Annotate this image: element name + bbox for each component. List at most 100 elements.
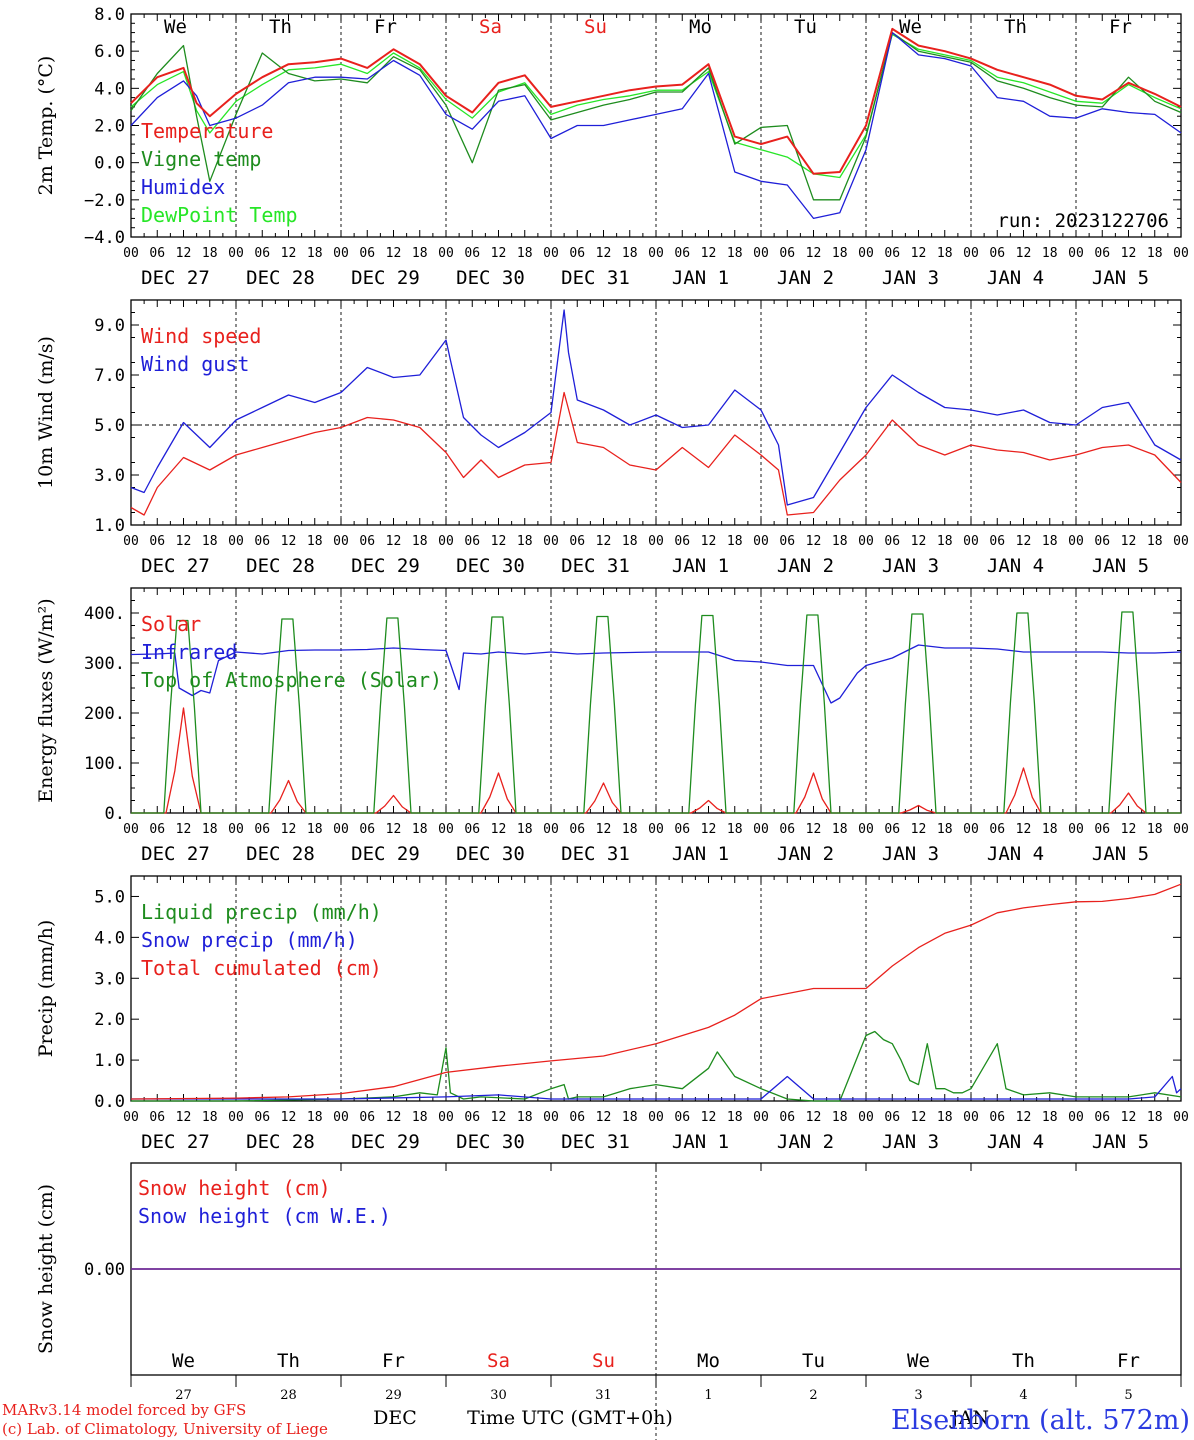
hour-tick-label: 18 <box>202 246 218 261</box>
hour-tick-label: 12 <box>176 1110 192 1125</box>
footer: MARv3.14 model forced by GFS(c) Lab. of … <box>2 1401 1190 1438</box>
weekday-label: Th <box>269 16 292 38</box>
weekday-label: Su <box>592 1350 615 1372</box>
hour-tick-label: 00 <box>648 822 664 837</box>
run-label: run: 2023122706 <box>997 210 1169 232</box>
legend-entry: Vigne temp <box>141 147 261 171</box>
weekday-label: We <box>164 16 187 38</box>
hour-tick-label: 06 <box>779 1110 795 1125</box>
y-axis-label: Energy fluxes (W/m²) <box>35 598 57 802</box>
hour-tick-label: 12 <box>701 822 717 837</box>
plot-frame <box>130 587 1182 814</box>
hour-tick-label: 18 <box>937 1110 953 1125</box>
date-label: DEC 27 <box>141 843 210 865</box>
date-label: JAN 4 <box>987 555 1044 577</box>
series-line <box>130 27 1182 175</box>
hour-tick-label: 06 <box>149 1110 165 1125</box>
hour-tick-label: 12 <box>911 534 927 549</box>
weekday-label: Fr <box>382 1350 405 1372</box>
weekday-label: Tu <box>802 1350 825 1372</box>
date-label: JAN 3 <box>882 1131 939 1153</box>
weekday-label: Mo <box>689 16 712 38</box>
hour-tick-label: 18 <box>412 246 428 261</box>
legend-entry: Infrared <box>141 640 237 664</box>
hour-tick-label: 00 <box>963 822 979 837</box>
hour-tick-label: 06 <box>674 246 690 261</box>
hour-tick-label: 06 <box>254 822 270 837</box>
date-label: JAN 5 <box>1092 843 1149 865</box>
hour-tick-label: 00 <box>228 822 244 837</box>
y-tick-label: 200. <box>84 704 125 724</box>
legend-entry: Top of Atmosphere (Solar) <box>141 668 442 692</box>
hour-tick-label: 06 <box>884 822 900 837</box>
date-label: JAN 3 <box>882 555 939 577</box>
lab-credit: (c) Lab. of Climatology, University of L… <box>2 1420 328 1438</box>
hour-tick-label: 18 <box>517 246 533 261</box>
date-label: JAN 1 <box>672 1131 729 1153</box>
series-line <box>130 391 1182 516</box>
y-tick-label: 400. <box>84 604 125 624</box>
hour-tick-label: 12 <box>386 246 402 261</box>
hour-tick-label: 12 <box>911 822 927 837</box>
hour-tick-label: 12 <box>386 1110 402 1125</box>
hour-tick-label: 00 <box>858 1110 874 1125</box>
hour-tick-label: 18 <box>1042 822 1058 837</box>
hour-tick-label: 00 <box>1068 246 1084 261</box>
date-label: JAN 4 <box>987 267 1044 289</box>
hour-tick-label: 00 <box>438 1110 454 1125</box>
hour-tick-label: 12 <box>596 246 612 261</box>
hour-tick-label: 18 <box>1042 1110 1058 1125</box>
date-label: JAN 2 <box>777 267 834 289</box>
y-tick-label: 0.0 <box>94 154 125 174</box>
hour-tick-label: 06 <box>989 822 1005 837</box>
hour-tick-label: 00 <box>438 534 454 549</box>
hour-tick-label: 18 <box>937 246 953 261</box>
date-label: JAN 1 <box>672 267 729 289</box>
hour-tick-label: 12 <box>806 534 822 549</box>
hour-tick-label: 18 <box>307 246 323 261</box>
hour-tick-label: 00 <box>753 246 769 261</box>
hour-tick-label: 06 <box>149 246 165 261</box>
date-label: DEC 31 <box>561 843 630 865</box>
series-line <box>130 883 1182 1100</box>
weekday-label: Mo <box>697 1350 720 1372</box>
month-label: JAN <box>949 1407 989 1429</box>
date-label: DEC 28 <box>246 267 315 289</box>
hour-tick-label: 18 <box>622 822 638 837</box>
hour-tick-label: 12 <box>1016 1110 1032 1125</box>
hour-tick-label: 18 <box>202 1110 218 1125</box>
hour-tick-label: 00 <box>648 1110 664 1125</box>
hour-tick-label: 18 <box>832 822 848 837</box>
hour-tick-label: 00 <box>858 822 874 837</box>
hour-tick-label: 12 <box>386 534 402 549</box>
day-number: 3 <box>914 1388 922 1403</box>
hour-tick-label: 12 <box>491 246 507 261</box>
hour-tick-label: 06 <box>254 1110 270 1125</box>
date-label: DEC 29 <box>351 843 420 865</box>
hour-tick-label: 00 <box>753 1110 769 1125</box>
hour-tick-label: 00 <box>1068 534 1084 549</box>
hour-tick-label: 06 <box>359 534 375 549</box>
date-label: JAN 5 <box>1092 555 1149 577</box>
y-tick-label: 1.0 <box>94 516 125 536</box>
y-tick-label: 8.0 <box>94 5 125 25</box>
hour-tick-label: 00 <box>858 534 874 549</box>
hour-tick-label: 18 <box>727 534 743 549</box>
hour-tick-label: 12 <box>701 246 717 261</box>
weekday-label: Sa <box>487 1350 510 1372</box>
weekday-label: Th <box>1004 16 1027 38</box>
hour-tick-label: 00 <box>1173 534 1189 549</box>
hour-tick-label: 06 <box>884 534 900 549</box>
hour-tick-label: 06 <box>149 822 165 837</box>
hour-tick-label: 06 <box>989 246 1005 261</box>
hour-tick-label: 00 <box>438 822 454 837</box>
hour-tick-label: 18 <box>202 822 218 837</box>
weekday-label: We <box>907 1350 930 1372</box>
hour-tick-label: 12 <box>911 1110 927 1125</box>
hour-tick-label: 06 <box>569 1110 585 1125</box>
date-label: DEC 29 <box>351 1131 420 1153</box>
series-line <box>130 309 1182 506</box>
legend-entry: Solar <box>141 612 201 636</box>
date-label: DEC 29 <box>351 555 420 577</box>
